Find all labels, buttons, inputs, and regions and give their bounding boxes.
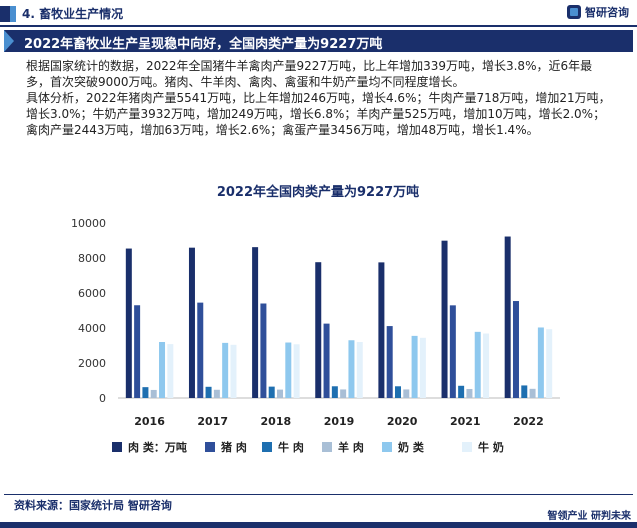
legend-label: 牛 奶 [478, 440, 504, 454]
bar-2017-4 [222, 342, 229, 398]
paragraph-summary: 根据国家统计的数据，2022年全国猪牛羊禽肉产量9227万吨，比上年增加339万… [26, 59, 593, 89]
header-bar: 4. 畜牧业生产情况 智研咨询 [0, 0, 637, 28]
slogan: 智领产业 研判未来 [547, 511, 631, 522]
legend-label: 奶 类 [398, 440, 425, 454]
bar-2022-1 [512, 301, 519, 398]
x-tick-label: 2017 [197, 415, 228, 428]
x-tick-label: 2022 [513, 415, 544, 428]
y-tick-label: 4000 [78, 322, 106, 335]
bar-2016-1 [134, 305, 141, 398]
brand-name: 智研咨询 [585, 6, 629, 19]
bar-2019-4 [348, 340, 355, 398]
bar-2020-2 [394, 386, 401, 398]
bar-2016-0 [125, 248, 132, 398]
brand-logo-icon [567, 5, 581, 19]
chart-title: 2022年全国肉类产量为9227万吨 [217, 184, 419, 200]
bar-2016-4 [159, 342, 166, 398]
y-tick-label: 8000 [78, 252, 106, 265]
bar-2017-3 [213, 389, 220, 398]
bar-2021-5 [483, 333, 490, 398]
bar-2017-1 [197, 302, 204, 398]
bar-2020-4 [411, 335, 418, 398]
bar-2020-5 [419, 337, 426, 398]
bar-2021-1 [449, 305, 456, 398]
footer-divider [4, 494, 633, 495]
bar-2022-2 [521, 385, 528, 398]
bar-2019-5 [356, 342, 363, 398]
data-source: 资料来源：国家统计局 智研咨询 [14, 499, 172, 512]
legend-swatch [322, 442, 332, 452]
bar-2016-5 [167, 344, 174, 398]
legend-label: 肉 类：万吨 [128, 440, 187, 454]
x-tick-label: 2020 [387, 415, 418, 428]
paragraph-detail: 具体分析，2022年猪肉产量5541万吨，比上年增加246万吨，增长4.6%；牛… [26, 91, 611, 137]
x-tick-label: 2021 [450, 415, 481, 428]
page-title: 2022年畜牧业生产呈现稳中向好，全国肉类产量为9227万吨 [24, 37, 383, 52]
y-tick-label: 10000 [71, 217, 106, 230]
bar-2022-3 [529, 388, 536, 398]
bar-2017-5 [230, 344, 237, 398]
bar-2019-0 [315, 262, 322, 398]
bottom-bar [0, 522, 637, 528]
x-tick-label: 2016 [134, 415, 165, 428]
bar-2018-2 [268, 386, 275, 398]
legend-swatch [112, 442, 122, 452]
bar-2021-3 [466, 388, 473, 398]
y-tick-label: 6000 [78, 287, 106, 300]
section-label: 4. 畜牧业生产情况 [22, 7, 124, 21]
bar-2022-4 [537, 327, 544, 398]
legend-label: 羊 肉 [338, 440, 364, 454]
legend-swatch [382, 442, 392, 452]
bar-2021-4 [474, 331, 481, 398]
legend-swatch [262, 442, 272, 452]
y-tick-label: 2000 [78, 357, 106, 370]
bar-2022-0 [504, 236, 511, 398]
bar-2021-0 [441, 240, 448, 398]
bar-2019-2 [331, 386, 338, 398]
bar-2019-1 [323, 323, 330, 398]
body-text: 根据国家统计的数据，2022年全国猪牛羊禽肉产量9227万吨，比上年增加339万… [26, 58, 616, 138]
bar-2018-5 [293, 344, 300, 398]
bar-2020-0 [378, 262, 385, 398]
bar-2017-0 [188, 247, 195, 398]
legend-label: 猪 肉 [220, 440, 247, 454]
title-arrow-icon [4, 30, 14, 52]
bar-2018-3 [277, 389, 284, 398]
x-tick-label: 2019 [324, 415, 355, 428]
title-bar: 2022年畜牧业生产呈现稳中向好，全国肉类产量为9227万吨 [4, 30, 633, 52]
legend-label: 牛 肉 [278, 440, 304, 454]
section-flag-icon [0, 6, 16, 22]
bar-2018-1 [260, 303, 267, 398]
bar-2017-2 [205, 386, 212, 398]
bar-2021-2 [458, 385, 465, 398]
bar-2020-1 [386, 326, 393, 398]
x-tick-label: 2018 [261, 415, 292, 428]
brand: 智研咨询 [567, 4, 629, 20]
bar-2020-3 [403, 389, 410, 398]
bar-2016-2 [142, 387, 149, 398]
y-tick-label: 0 [99, 392, 106, 405]
bar-2016-3 [150, 389, 157, 398]
legend-swatch [462, 442, 472, 452]
header-divider [0, 25, 637, 27]
bar-2018-0 [252, 247, 259, 398]
bar-2018-4 [285, 342, 292, 398]
bar-2019-3 [340, 389, 347, 398]
legend-swatch [205, 442, 215, 452]
bar-2022-5 [546, 329, 553, 398]
